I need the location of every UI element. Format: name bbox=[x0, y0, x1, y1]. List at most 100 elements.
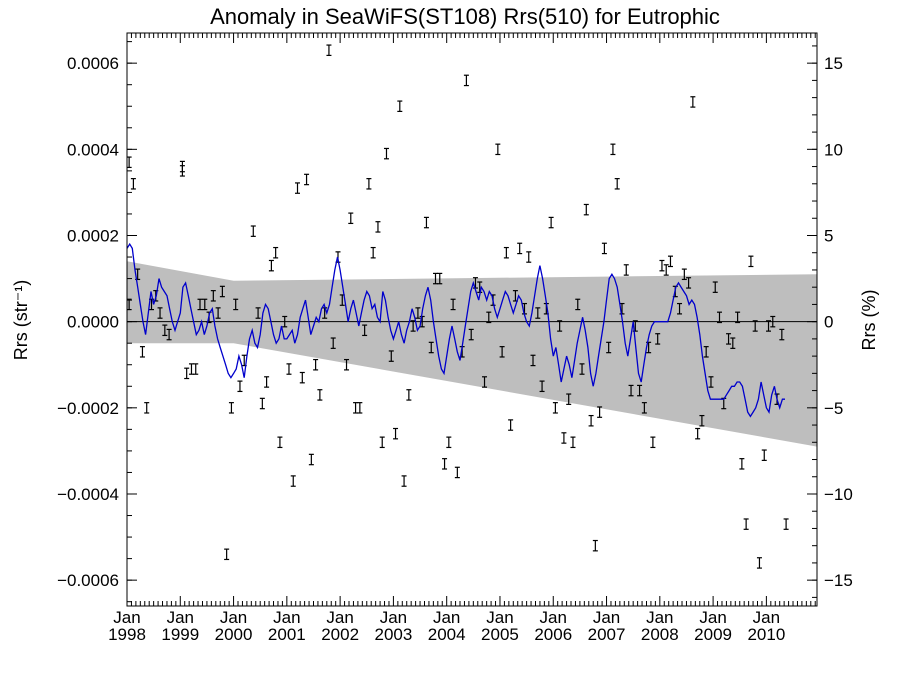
data-point bbox=[783, 518, 789, 530]
data-point bbox=[326, 44, 332, 57]
data-point bbox=[184, 367, 190, 380]
data-point bbox=[739, 458, 745, 470]
x-tick-label-year: 1998 bbox=[108, 625, 146, 644]
data-point bbox=[548, 216, 554, 229]
y-tick-label-right: −10 bbox=[824, 485, 853, 504]
right-y-axis: −15 −10 −5 0 5 10 15 bbox=[807, 45, 853, 598]
data-point bbox=[614, 178, 620, 190]
data-point bbox=[313, 358, 319, 371]
plot-area bbox=[126, 44, 817, 569]
y-tick-label-left: 0.0006 bbox=[67, 54, 119, 73]
y-tick-label-right: −15 bbox=[824, 571, 853, 590]
x-tick-label-year: 2005 bbox=[481, 625, 519, 644]
data-point bbox=[761, 449, 767, 461]
data-point bbox=[166, 328, 172, 341]
data-point bbox=[703, 346, 709, 358]
x-tick-label-year: 2008 bbox=[641, 625, 679, 644]
data-point bbox=[708, 376, 714, 388]
data-point bbox=[752, 320, 758, 332]
data-point bbox=[779, 328, 785, 341]
x-tick-label-month: Jan bbox=[646, 608, 673, 627]
data-point bbox=[468, 328, 474, 341]
data-point bbox=[530, 354, 536, 367]
y-axis-label-left: Rrs (str⁻¹) bbox=[11, 280, 31, 360]
chart-title: Anomaly in SeaWiFS(ST108) Rrs(510) for E… bbox=[210, 4, 720, 29]
data-point bbox=[393, 427, 399, 440]
data-point bbox=[659, 259, 665, 272]
data-point bbox=[330, 337, 336, 349]
data-point bbox=[219, 285, 225, 298]
data-point bbox=[566, 393, 572, 405]
data-point bbox=[552, 402, 558, 414]
data-point bbox=[686, 277, 692, 289]
x-tick-label-month: Jan bbox=[326, 608, 353, 627]
y-tick-label-left: −0.0004 bbox=[57, 485, 119, 504]
data-point bbox=[428, 341, 434, 354]
smoothed-series-line bbox=[126, 242, 785, 418]
data-point bbox=[415, 307, 421, 319]
data-point bbox=[264, 376, 270, 388]
data-point bbox=[437, 272, 443, 285]
data-point bbox=[610, 143, 616, 156]
y-tick-label-left: −0.0002 bbox=[57, 399, 119, 418]
data-point bbox=[539, 380, 545, 393]
data-point bbox=[362, 324, 368, 337]
data-point bbox=[379, 436, 385, 449]
data-point bbox=[486, 311, 492, 324]
x-tick-label-year: 2004 bbox=[428, 625, 466, 644]
data-point bbox=[579, 363, 585, 375]
data-point bbox=[317, 389, 323, 401]
data-point bbox=[353, 402, 359, 414]
data-point bbox=[144, 402, 150, 414]
y-tick-label-left: 0.0000 bbox=[67, 313, 119, 332]
data-point bbox=[592, 539, 598, 552]
data-point bbox=[299, 371, 305, 384]
data-point bbox=[499, 346, 505, 358]
y-axis-label-right: Rrs (%) bbox=[859, 290, 879, 351]
x-tick-label-year: 2000 bbox=[215, 625, 253, 644]
data-point bbox=[348, 212, 354, 225]
data-point bbox=[388, 350, 394, 362]
data-point bbox=[273, 246, 279, 259]
data-point bbox=[503, 246, 509, 259]
data-point bbox=[597, 406, 603, 418]
data-point bbox=[628, 384, 634, 397]
data-point bbox=[277, 436, 283, 449]
y-tick-label-right: 10 bbox=[824, 140, 843, 159]
y-tick-label-left: 0.0002 bbox=[67, 226, 119, 245]
data-point bbox=[188, 363, 194, 375]
x-tick-label-month: Jan bbox=[540, 608, 567, 627]
data-point bbox=[663, 264, 669, 276]
data-point bbox=[450, 298, 456, 311]
x-tick-label-month: Jan bbox=[593, 608, 620, 627]
data-point bbox=[575, 298, 581, 311]
y-tick-label-right: 15 bbox=[824, 54, 843, 73]
data-point bbox=[139, 346, 145, 358]
x-tick-label-month: Jan bbox=[220, 608, 247, 627]
data-point bbox=[535, 307, 541, 319]
x-tick-label-year: 2001 bbox=[268, 625, 306, 644]
data-point bbox=[606, 341, 612, 354]
data-point bbox=[197, 298, 203, 311]
uncertainty-band bbox=[127, 261, 817, 447]
data-point bbox=[375, 221, 381, 233]
data-point bbox=[397, 100, 403, 113]
data-point bbox=[623, 264, 629, 276]
data-point bbox=[304, 173, 310, 186]
x-tick-label-year: 1999 bbox=[161, 625, 199, 644]
data-point bbox=[446, 436, 452, 449]
data-point bbox=[637, 384, 643, 397]
data-point bbox=[495, 143, 501, 156]
y-tick-label-right: −5 bbox=[824, 399, 843, 418]
y-tick-label-right: 5 bbox=[824, 226, 833, 245]
data-point bbox=[583, 203, 589, 216]
data-point bbox=[268, 259, 274, 272]
data-point bbox=[756, 557, 762, 569]
x-tick-label-year: 2010 bbox=[747, 625, 785, 644]
data-point bbox=[286, 363, 292, 375]
data-point bbox=[290, 475, 296, 487]
data-point bbox=[716, 311, 722, 324]
x-tick-label-month: Jan bbox=[433, 608, 460, 627]
x-tick-label-year: 2003 bbox=[374, 625, 412, 644]
data-point bbox=[770, 315, 776, 328]
